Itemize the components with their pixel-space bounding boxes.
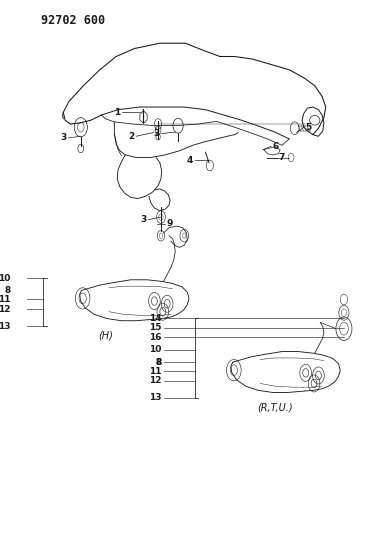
Text: 8: 8	[156, 358, 162, 367]
Text: 10: 10	[149, 345, 162, 354]
Text: (R,T,U.): (R,T,U.)	[257, 402, 292, 412]
Text: 3: 3	[61, 133, 67, 142]
Text: 8: 8	[4, 286, 11, 295]
Text: 11: 11	[0, 295, 11, 304]
Text: 6: 6	[273, 142, 279, 151]
Text: 16: 16	[149, 333, 162, 342]
Text: 10: 10	[0, 273, 11, 282]
Text: 5: 5	[306, 123, 312, 132]
Text: 1: 1	[114, 108, 120, 117]
Text: 13: 13	[149, 393, 162, 402]
Text: 14: 14	[149, 313, 162, 322]
Text: 11: 11	[149, 367, 162, 376]
Text: (H): (H)	[98, 330, 113, 340]
Text: 3: 3	[140, 215, 146, 224]
Text: 2: 2	[128, 132, 134, 141]
Text: 7: 7	[278, 153, 285, 162]
Text: 8: 8	[156, 358, 162, 367]
Text: 12: 12	[0, 304, 11, 313]
Text: 13: 13	[0, 321, 11, 330]
Text: 9: 9	[167, 220, 173, 229]
Text: 12: 12	[149, 376, 162, 385]
Text: 15: 15	[149, 323, 162, 332]
Text: 4: 4	[187, 156, 193, 165]
Text: 3: 3	[154, 129, 160, 138]
Text: 92702 600: 92702 600	[42, 14, 105, 27]
